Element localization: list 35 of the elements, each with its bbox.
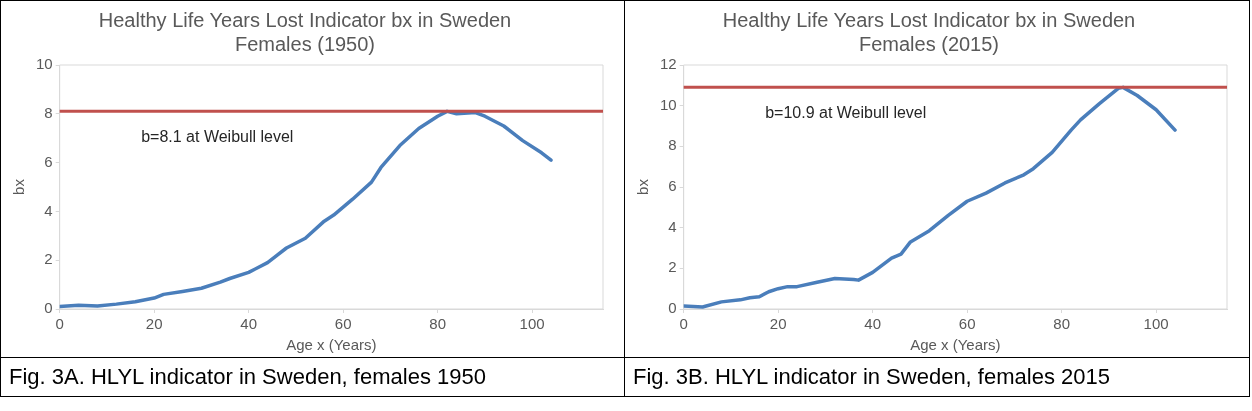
x-tick-label: 60 [958,315,976,333]
y-tick-label: 4 [668,217,677,235]
chart-title: Healthy Life Years Lost Indicator bx in Sweden Females (1950) [98,8,512,55]
y-tick-label: 8 [668,136,677,154]
x-axis-title: Age x (Years) [286,336,377,354]
y-tick-label: 2 [44,250,53,268]
y-axis-title: bx [10,178,28,195]
y-tick-label: 12 [660,55,677,73]
x-axis-title: Age x (Years) [910,336,1001,354]
x-tick-label: 20 [769,315,787,333]
y-tick-label: 0 [44,299,53,317]
x-tick-label: 40 [240,315,258,333]
x-tick-label: 80 [429,315,446,333]
y-tick-label: 4 [44,201,53,219]
y-tick-label: 10 [36,55,53,73]
x-tick-label: 100 [519,315,545,333]
y-axis-title: bx [634,178,652,195]
y-tick-label: 2 [668,258,677,276]
x-tick-label: 60 [334,315,352,333]
caption: Fig. 3B. HLYL indicator in Sweden, females 2015 [625,357,1249,396]
x-tick-label: 0 [679,315,688,333]
x-tick-label: 100 [1143,315,1169,333]
chart-title: Healthy Life Years Lost Indicator bx in Sweden Females (2015) [722,8,1136,55]
y-tick-label: 10 [660,95,677,113]
ref-line-label: b=10.9 at Weibull level [765,103,927,121]
x-tick-label: 80 [1053,315,1070,333]
x-tick-label: 20 [145,315,163,333]
x-tick-label: 0 [55,315,64,333]
y-tick-label: 6 [44,152,53,170]
caption: Fig. 3A. HLYL indicator in Sweden, females 1950 [1,357,624,396]
x-tick-label: 40 [864,315,882,333]
y-tick-label: 0 [668,299,677,317]
y-tick-label: 6 [668,177,677,195]
y-tick-label: 8 [44,103,53,121]
ref-line-label: b=8.1 at Weibull level [141,127,294,145]
